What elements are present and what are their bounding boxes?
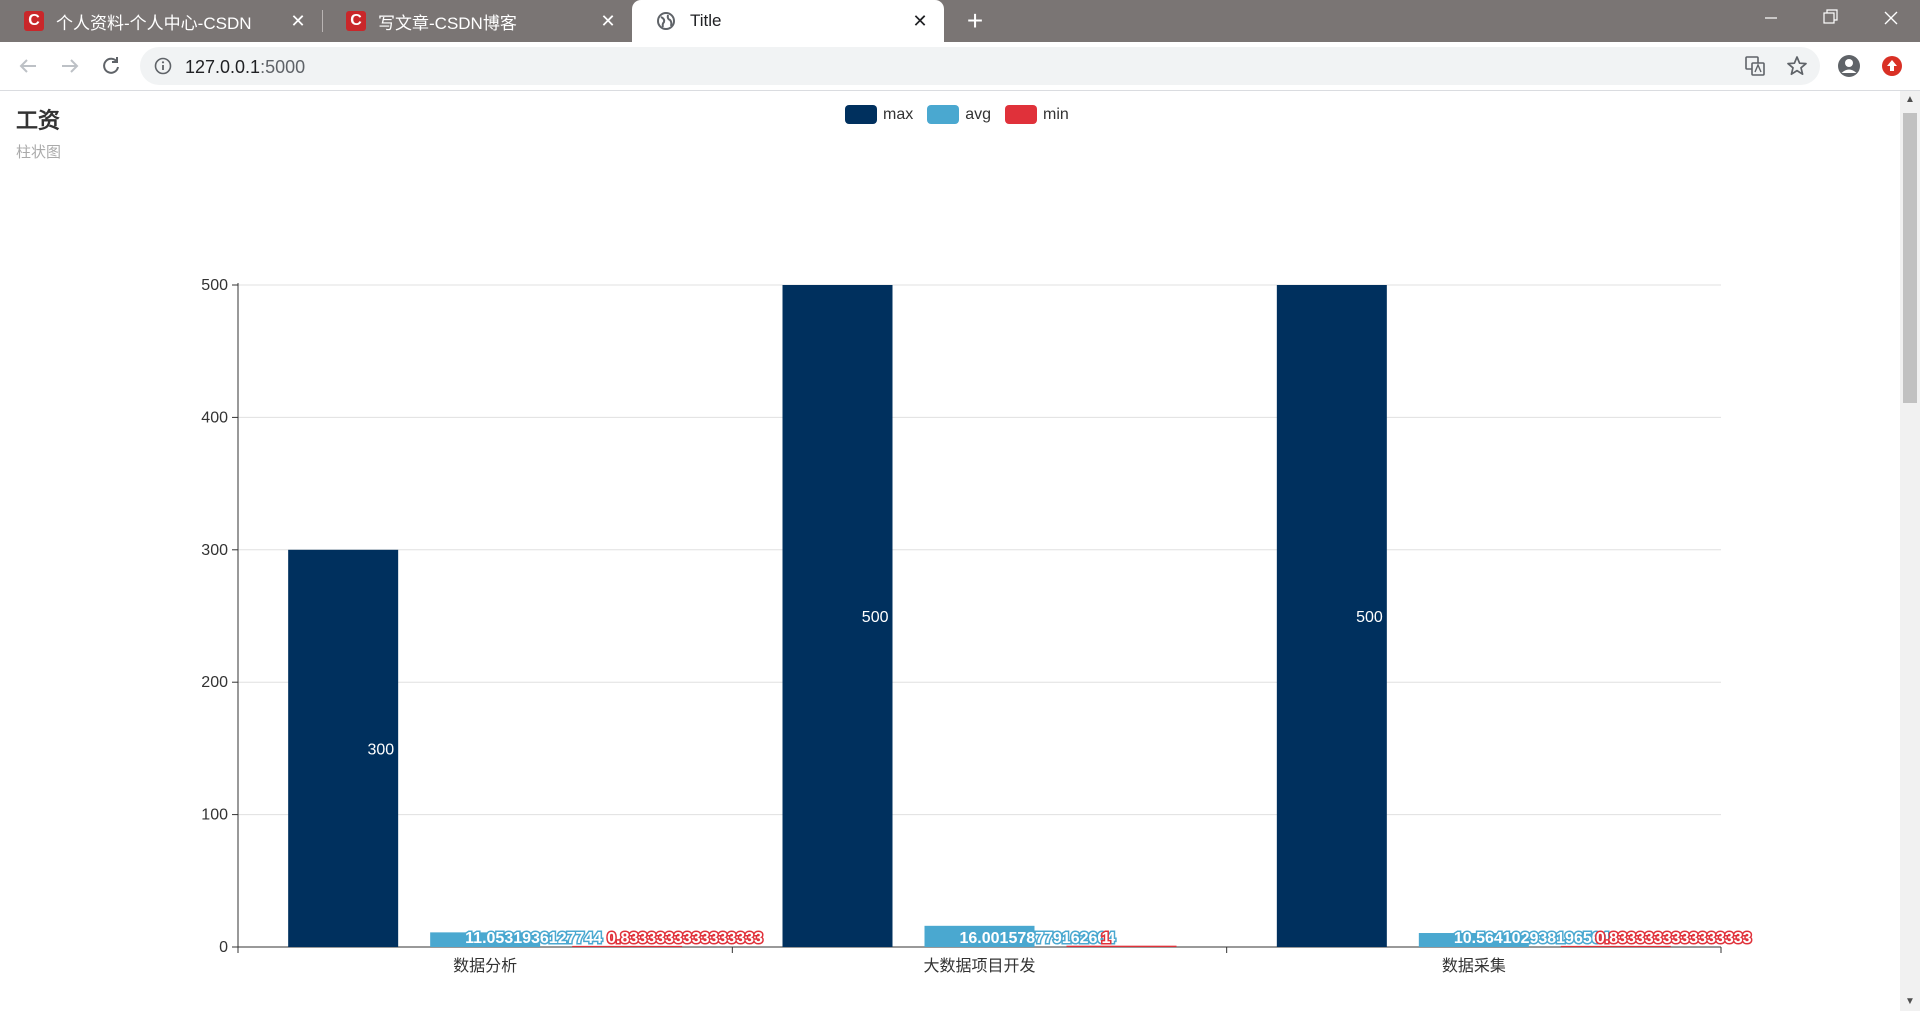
bar-max[interactable] xyxy=(288,549,399,947)
minimize-button[interactable] xyxy=(1742,0,1800,36)
chart-title: 工资 xyxy=(16,108,61,133)
tab-title: 写文章-CSDN博客 xyxy=(378,13,517,33)
back-button[interactable] xyxy=(12,50,44,82)
legend-label: avg xyxy=(965,105,992,123)
page-scrollbar[interactable]: ▲ ▼ xyxy=(1900,91,1920,1011)
translate-icon[interactable] xyxy=(1745,56,1765,76)
tab-write-article[interactable]: C 写文章-CSDN博客 ✕ xyxy=(322,0,632,42)
info-icon[interactable] xyxy=(154,57,172,75)
csdn-icon: C xyxy=(346,11,366,31)
legend-swatch-max xyxy=(845,105,877,124)
reload-button[interactable] xyxy=(95,50,127,82)
chart-subtitle: 柱状图 xyxy=(16,144,62,161)
tab-profile[interactable]: C 个人资料-个人中心-CSDN ✕ xyxy=(0,0,322,42)
x-tick-label: 数据分析 xyxy=(453,957,517,975)
data-label-max: 500 xyxy=(1356,609,1383,626)
new-tab-button[interactable]: + xyxy=(966,5,984,36)
close-icon[interactable]: ✕ xyxy=(600,11,616,31)
data-label-avg: 11.0531936127744 xyxy=(465,930,602,947)
y-tick-label: 400 xyxy=(201,409,228,426)
reload-icon xyxy=(103,57,119,74)
bar-avg[interactable] xyxy=(924,925,1035,947)
url-port: :5000 xyxy=(260,57,306,77)
url-host: 127.0.0.1 xyxy=(185,57,261,77)
forward-button[interactable] xyxy=(54,50,86,82)
tab-title: 个人资料-个人中心-CSDN xyxy=(56,13,252,33)
legend-item-max[interactable]: max xyxy=(845,105,913,124)
update-icon[interactable] xyxy=(1881,55,1903,77)
arrow-right-icon xyxy=(62,59,79,73)
legend-swatch-min xyxy=(1005,105,1038,124)
legend-label: min xyxy=(1043,105,1069,123)
close-icon[interactable]: ✕ xyxy=(912,11,928,31)
data-label-max: 500 xyxy=(862,609,889,626)
y-tick-label: 200 xyxy=(201,674,228,691)
y-tick-label: 500 xyxy=(201,277,228,294)
restore-button[interactable] xyxy=(1800,0,1858,36)
legend-item-min[interactable]: min xyxy=(1005,105,1069,124)
bar-avg[interactable] xyxy=(430,932,541,947)
bar-chart: 0 100 200 300 400 500 数据分析 大数据项目开发 数据采集 300 11.053… xyxy=(201,277,1753,975)
tab-title-active[interactable]: Title ✕ xyxy=(632,0,944,42)
url-text: 127.0.0.1:5000 xyxy=(185,57,305,78)
x-tick-label: 数据采集 xyxy=(1442,957,1506,975)
scroll-up-icon[interactable]: ▲ xyxy=(1905,94,1915,105)
close-icon[interactable]: ✕ xyxy=(290,11,306,31)
y-tick-label: 0 xyxy=(219,939,228,956)
data-label-max: 300 xyxy=(367,741,394,758)
bar-max[interactable] xyxy=(1276,285,1387,947)
globe-icon xyxy=(657,12,675,30)
tab-title: Title xyxy=(690,11,722,30)
data-label-avg: 16.001578779162664 xyxy=(960,930,1116,947)
bar-max[interactable] xyxy=(782,285,893,947)
legend-item-avg[interactable]: avg xyxy=(927,105,991,124)
minimize-icon xyxy=(1765,17,1777,19)
data-label-min: 1 xyxy=(1102,930,1111,947)
bar-min[interactable] xyxy=(572,945,683,947)
profile-avatar-icon[interactable] xyxy=(1837,54,1861,78)
data-label-min: 0.8333333333333333 xyxy=(1596,930,1752,947)
csdn-icon: C xyxy=(24,11,44,31)
legend-swatch-avg xyxy=(927,105,960,124)
window-close-button[interactable] xyxy=(1862,0,1920,36)
browser-toolbar: 127.0.0.1:5000 xyxy=(0,42,1920,91)
page-content: 工资 柱状图 max avg min 0 100 200 300 400 500 数据分析 大… xyxy=(0,91,1900,1011)
scroll-down-icon[interactable]: ▼ xyxy=(1905,996,1915,1007)
bar-min[interactable] xyxy=(1066,945,1177,947)
scroll-thumb[interactable] xyxy=(1903,113,1917,403)
x-tick-label: 大数据项目开发 xyxy=(923,957,1035,975)
close-icon xyxy=(1884,11,1898,25)
bookmark-star-icon[interactable] xyxy=(1786,55,1808,77)
y-tick-label: 100 xyxy=(201,807,228,824)
y-tick-label: 300 xyxy=(201,542,228,559)
legend-label: max xyxy=(883,105,914,123)
browser-tab-strip: C 个人资料-个人中心-CSDN ✕ C 写文章-CSDN博客 ✕ Title … xyxy=(0,0,1920,42)
address-bar[interactable]: 127.0.0.1:5000 xyxy=(140,47,1820,85)
tab-separator xyxy=(322,10,323,32)
data-label-min: 0.8333333333333333 xyxy=(607,930,763,947)
bar-min[interactable] xyxy=(1560,945,1671,947)
chart-legend: max avg min xyxy=(845,105,1083,124)
restore-icon xyxy=(1823,9,1838,24)
data-label-avg: 10.564102938196564 xyxy=(1454,930,1610,947)
bar-avg[interactable] xyxy=(1418,933,1529,947)
arrow-left-icon xyxy=(19,59,36,73)
